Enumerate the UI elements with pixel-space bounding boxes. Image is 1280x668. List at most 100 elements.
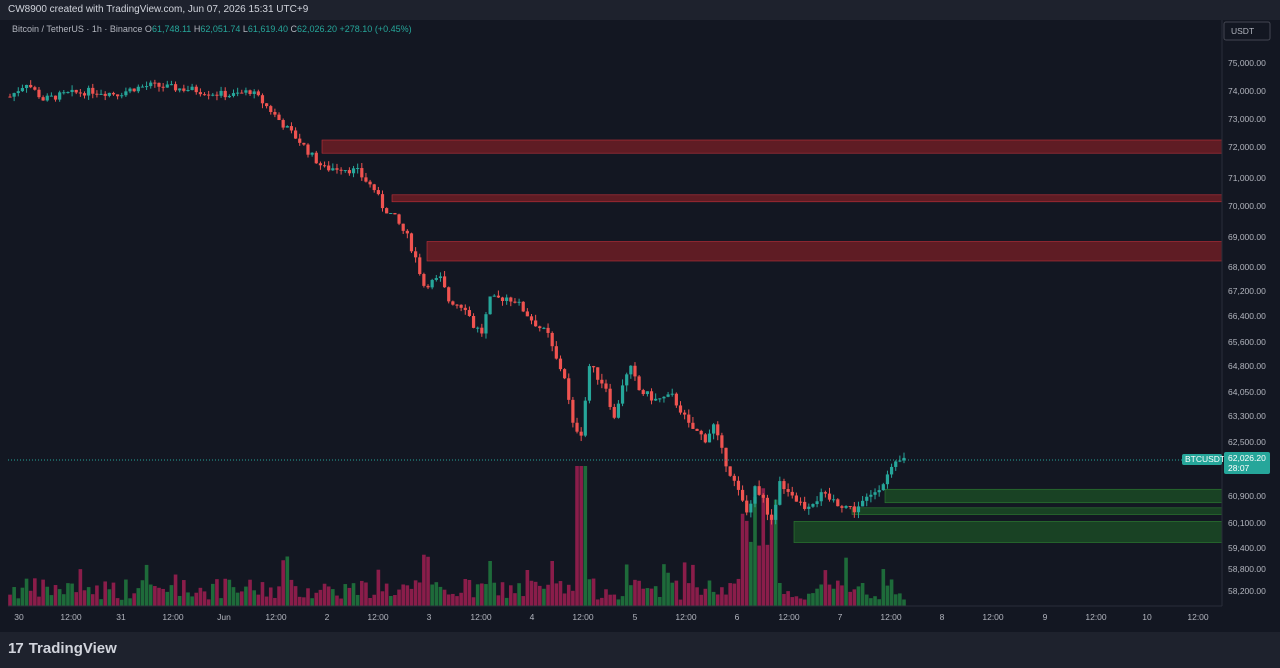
candle-body	[356, 168, 360, 170]
zones-layer	[321, 139, 1223, 543]
volume-bar	[227, 579, 232, 606]
volume-bar	[62, 594, 66, 606]
candle-body	[269, 106, 273, 112]
time-tick-label: 3	[427, 612, 432, 622]
countdown-label: 28:07	[1228, 463, 1250, 473]
volume-bar	[132, 593, 136, 606]
volume-bar	[115, 598, 120, 606]
candle-body	[794, 495, 798, 502]
candle-body	[720, 435, 724, 448]
candle-body	[58, 92, 62, 100]
volume-bar	[653, 586, 658, 606]
volume-bar	[558, 581, 563, 606]
resistance-zone	[391, 194, 1223, 203]
price-tick-label: 63,300.00	[1228, 411, 1266, 421]
tradingview-brand[interactable]: 17 TradingView	[8, 640, 117, 657]
volume-bar	[641, 588, 646, 606]
candle-body	[78, 92, 82, 94]
candle-body	[103, 93, 107, 96]
candle-body	[322, 165, 327, 167]
volume-bar	[231, 587, 236, 606]
volume-bar	[533, 581, 538, 606]
candle-body	[364, 177, 368, 182]
volume-bar	[844, 557, 848, 606]
volume-bar	[310, 598, 314, 606]
volume-bar	[480, 583, 484, 606]
candle-body	[202, 94, 207, 96]
candle-body	[902, 457, 906, 461]
time-tick-label: 30	[14, 612, 24, 622]
candle-body	[418, 257, 422, 275]
attribution-text: CW8900 created with TradingView.com, Jun…	[8, 4, 309, 15]
volume-bar	[537, 585, 542, 606]
volume-bar	[273, 597, 277, 606]
time-axis[interactable]: 30 12:00 31 12:00 Jun 12:00 2 12:00 3 12:00 4 12:00…	[8, 605, 1222, 622]
price-tick-label: 70,000.00	[1228, 201, 1266, 211]
volume-bar	[252, 590, 256, 606]
volume-bar	[873, 596, 877, 606]
price-tick-label: 58,200.00	[1228, 586, 1266, 596]
volume-bar	[380, 591, 385, 606]
price-tick-label: 66,400.00	[1228, 311, 1266, 321]
volume-bar	[529, 580, 534, 606]
candle-body	[844, 505, 848, 508]
candle-body	[414, 251, 418, 258]
price-tick-label: 67,200.00	[1228, 286, 1266, 296]
candle-body	[53, 95, 58, 100]
candle-body	[612, 406, 616, 418]
volume-bar	[749, 541, 753, 606]
candle-body	[252, 91, 256, 95]
close-value: 62,026.20	[296, 24, 338, 34]
volume-bar	[347, 587, 352, 606]
price-tick-label: 74,000.00	[1228, 86, 1266, 96]
candle-body	[736, 480, 741, 490]
candle-body	[426, 285, 430, 288]
candle-body	[707, 433, 712, 443]
price-axis[interactable]: 75,000.00 74,000.00 73,000.00 72,000.00 71,0…	[1221, 20, 1280, 632]
volume-bar	[571, 590, 575, 606]
price-tick-label: 58,800.00	[1228, 564, 1266, 574]
volume-bar	[790, 597, 795, 606]
volume-bar	[285, 556, 290, 606]
price-tick-label: 60,100.00	[1228, 518, 1266, 528]
volume-bar	[211, 583, 215, 606]
volume-bar	[202, 591, 207, 606]
volume-bar	[678, 599, 683, 606]
time-tick-label: 12:00	[880, 612, 902, 622]
candle-body	[575, 422, 579, 432]
volume-bar	[293, 586, 298, 606]
volume-bar	[902, 599, 906, 606]
volume-bar	[409, 588, 414, 606]
volume-bar	[206, 599, 211, 606]
candle-body	[815, 501, 819, 505]
volume-bar	[881, 569, 886, 606]
resistance-zone	[321, 139, 1223, 154]
volume-bar	[144, 564, 149, 606]
currency-button[interactable]: USDT	[1223, 21, 1271, 41]
candle-body	[140, 86, 145, 88]
candle-body	[608, 388, 612, 407]
volume-bar	[509, 585, 513, 606]
candle-body	[761, 494, 765, 498]
candle-body	[513, 301, 517, 303]
candle-body	[111, 92, 116, 95]
candle-body	[207, 94, 211, 96]
candle-body	[558, 358, 563, 370]
volume-bar	[45, 586, 50, 606]
volume-bar	[587, 579, 592, 606]
volume-bar	[388, 595, 393, 606]
volume-bar	[604, 589, 608, 606]
candle-body	[819, 492, 823, 502]
volume-bar	[239, 591, 244, 606]
candle-body	[8, 96, 12, 98]
volume-bar	[169, 585, 174, 606]
candle-body	[273, 111, 277, 115]
time-tick-label: 12:00	[367, 612, 389, 622]
candle-body	[16, 91, 20, 94]
candle-body	[861, 500, 865, 507]
candle-body	[625, 374, 629, 386]
candle-body	[517, 301, 521, 303]
time-tick-label: 12:00	[60, 612, 82, 622]
time-tick-label: 12:00	[778, 612, 800, 622]
